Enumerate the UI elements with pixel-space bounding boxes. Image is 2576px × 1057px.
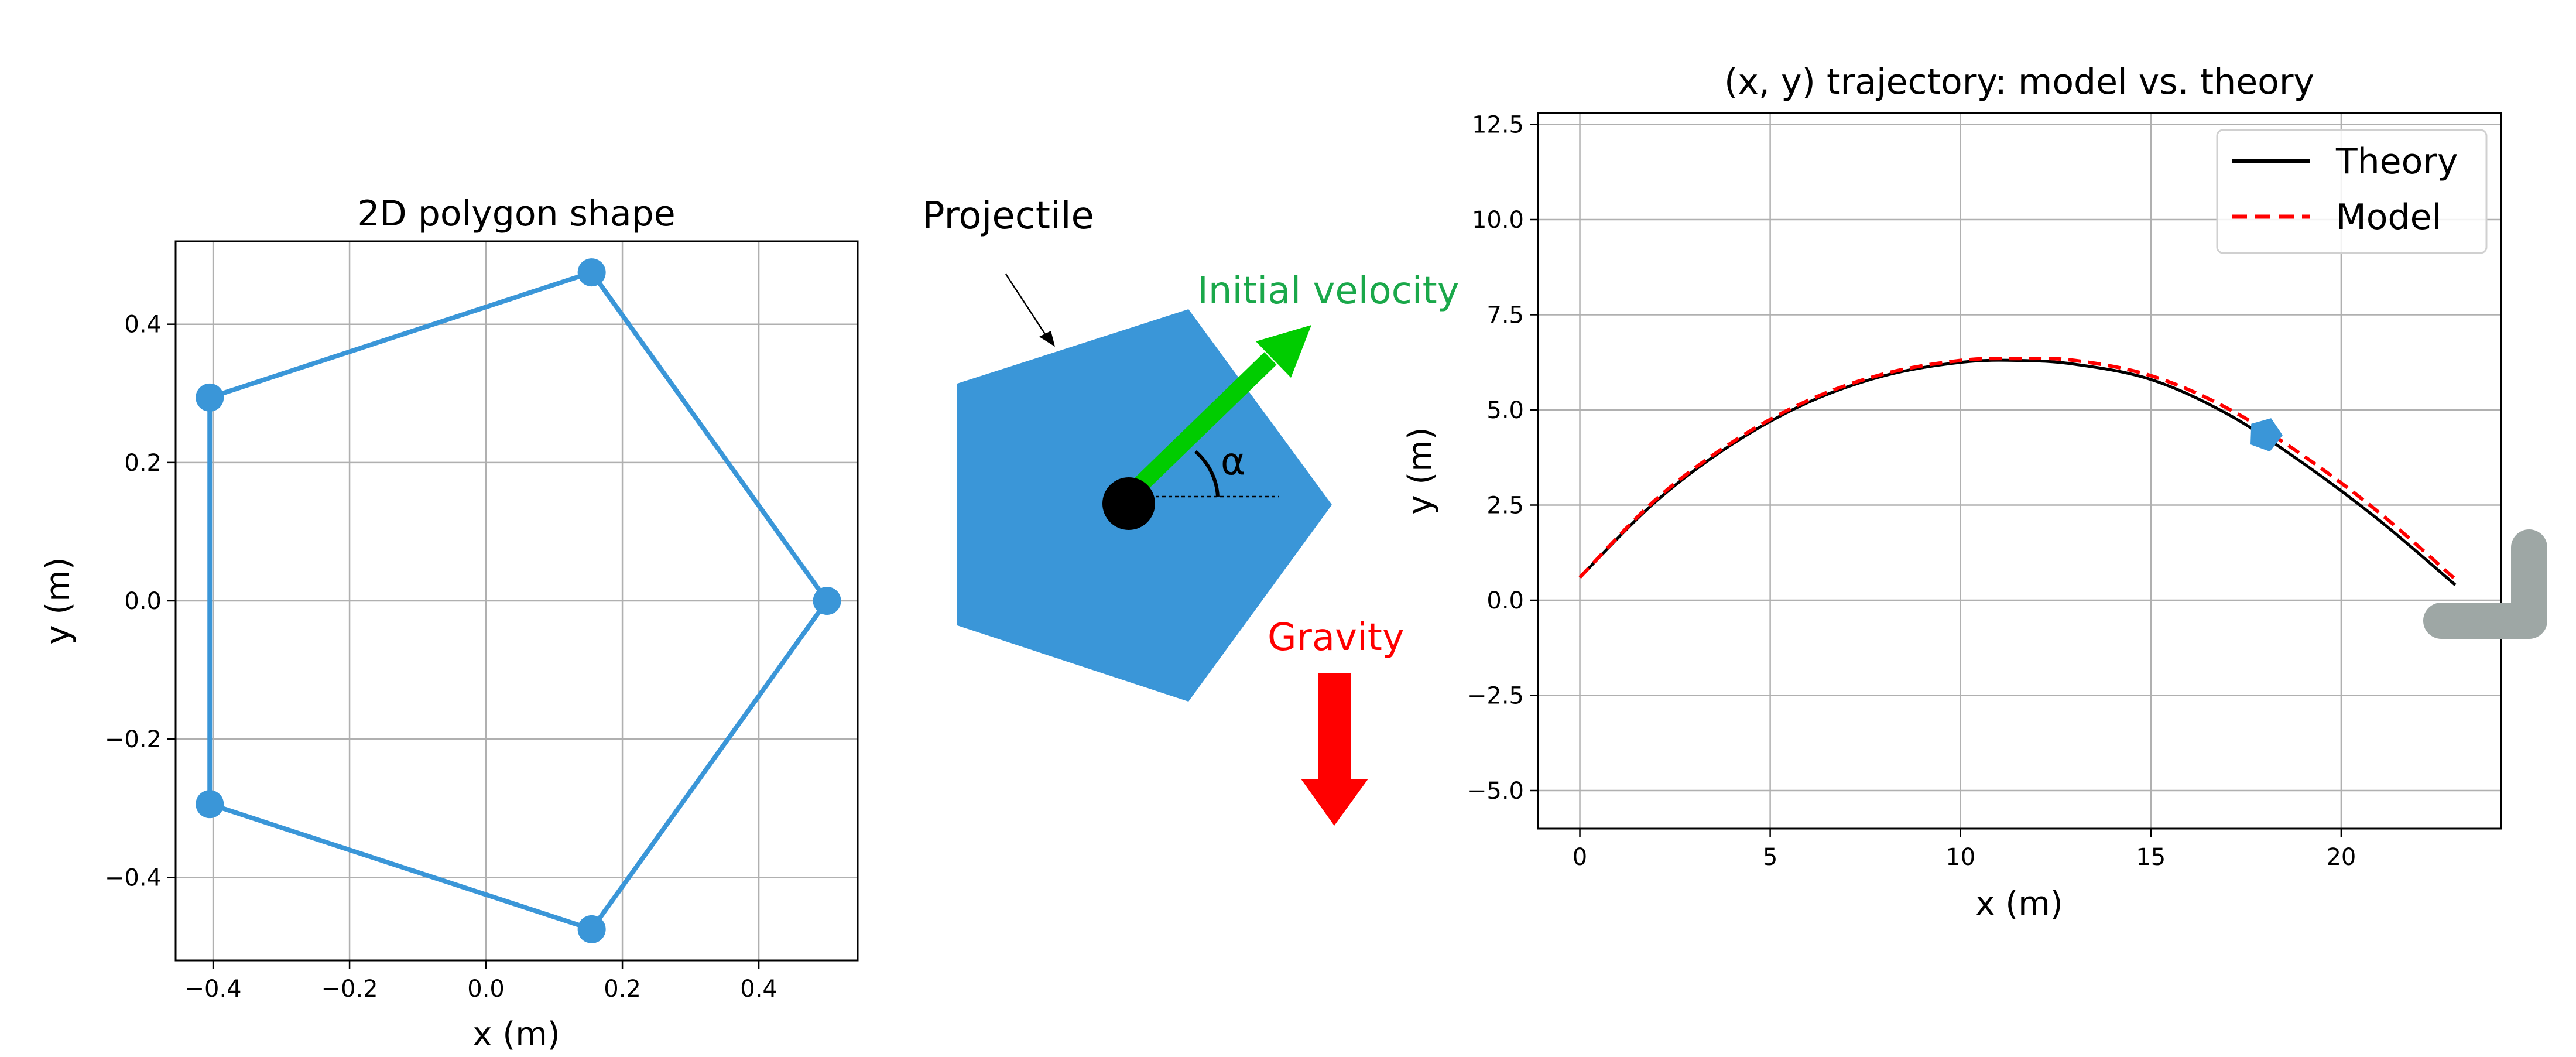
y-tick-label: 7.5: [1486, 302, 1524, 329]
velocity-label: Initial velocity: [1197, 269, 1460, 313]
trajectory-legend: Theory Model: [2216, 129, 2488, 254]
y-tick-label: 10.0: [1472, 207, 1524, 234]
x-tick-label: 5: [1763, 844, 1777, 871]
y-tick-label: 0.0: [124, 588, 162, 615]
rotate-handle-icon: [2423, 529, 2547, 639]
trajectory-plot-frame: [1537, 112, 2502, 830]
y-tick-label: −5.0: [1467, 778, 1524, 805]
polygon-outline: [207, 270, 829, 932]
polygon-plot-grid: [176, 241, 858, 960]
y-tick-label: 0.4: [124, 312, 162, 338]
trajectory-plot-ticks: 0 5 10 15 20 −5.0 −2.5 0.0 2.5 5.0 7.5 10.0 12.5: [1467, 112, 2356, 871]
trajectory-plot-title: (x, y) trajectory: model vs. theory: [1724, 61, 2314, 102]
polygon-vertex-point: [577, 915, 606, 943]
polygon-vertex-point: [196, 383, 224, 412]
projectile-diagram: α Projectile Initial velocity Gravity: [922, 194, 1460, 826]
angle-label: α: [1221, 440, 1245, 484]
gravity-arrow-shaft: [1318, 673, 1351, 781]
theory-line: [1578, 358, 2457, 586]
y-tick-label: −0.2: [105, 726, 162, 753]
polygon-plot-xlabel: x (m): [472, 1015, 560, 1053]
x-tick-label: 0.0: [467, 976, 505, 1003]
legend-model-label: Model: [2336, 197, 2441, 238]
x-tick-label: 10: [1945, 844, 1975, 871]
polygon-plot: −0.4 −0.2 0.0 0.2 0.4 −0.4 −0.2 0.0 0.2 0.4 2D po…: [39, 193, 859, 1053]
gravity-label: Gravity: [1268, 616, 1405, 659]
y-tick-label: 12.5: [1472, 112, 1524, 139]
gravity-arrow-head: [1301, 779, 1368, 826]
center-of-mass-dot: [1102, 477, 1155, 530]
x-tick-label: 20: [2326, 844, 2356, 871]
x-tick-label: 0: [1573, 844, 1587, 871]
y-tick-label: −2.5: [1467, 683, 1524, 710]
x-tick-label: 0.2: [604, 976, 641, 1003]
y-tick-label: 0.0: [1486, 587, 1524, 614]
y-tick-label: 2.5: [1486, 492, 1524, 519]
polygon-vertex-point: [577, 258, 606, 287]
x-tick-label: −0.2: [321, 976, 378, 1003]
projectile-pointer-head: [1039, 331, 1055, 347]
polygon-plot-ylabel: y (m): [39, 557, 77, 644]
y-tick-label: −0.4: [105, 864, 162, 891]
x-tick-label: 15: [2136, 844, 2166, 871]
polygon-vertex-point: [196, 790, 224, 819]
projectile-pointer-line: [1005, 273, 1049, 339]
velocity-arrow-shaft: [1126, 352, 1277, 498]
trajectory-plot-xlabel: x (m): [1975, 885, 2063, 923]
polygon-vertex-point: [813, 587, 841, 615]
velocity-arrow-head: [1256, 325, 1311, 378]
legend-theory-label: Theory: [2335, 141, 2458, 182]
model-line: [1578, 356, 2457, 581]
y-tick-label: 5.0: [1486, 397, 1524, 424]
trajectory-plot-ylabel: y (m): [1402, 427, 1440, 514]
polygon-plot-title: 2D polygon shape: [357, 193, 675, 234]
trajectory-plot: 0 5 10 15 20 −5.0 −2.5 0.0 2.5 5.0 7.5 10.0 12.5 (x,…: [1402, 61, 2502, 923]
angle-arc: [1194, 450, 1220, 497]
y-tick-label: 0.2: [124, 450, 162, 477]
polygon-plot-ticks: −0.4 −0.2 0.0 0.2 0.4 −0.4 −0.2 0.0 0.2 0.4: [105, 312, 777, 1003]
polygon-vertices: [196, 258, 841, 943]
x-tick-label: −0.4: [185, 976, 242, 1003]
projectile-marker: [2250, 418, 2283, 452]
projectile-label: Projectile: [922, 194, 1094, 238]
x-tick-label: 0.4: [740, 976, 777, 1003]
